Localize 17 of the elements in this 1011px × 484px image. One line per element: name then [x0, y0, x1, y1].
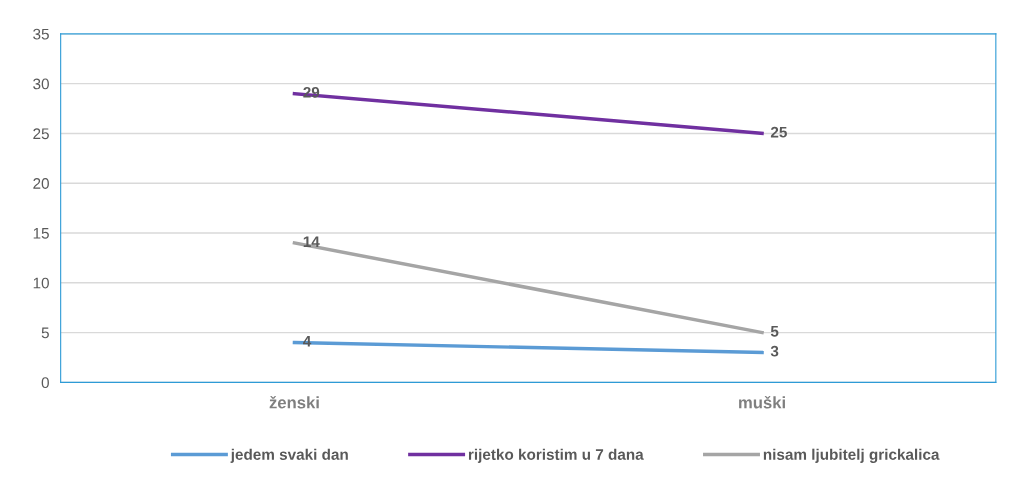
legend-label: jedem svaki dan — [230, 448, 348, 463]
y-tick-label: 35 — [33, 28, 49, 40]
x-tick-label: ženski — [269, 395, 319, 409]
legend-label: nisam ljubitelj grickalica — [763, 448, 940, 463]
y-tick-label: 15 — [33, 228, 49, 239]
data-label: 14 — [303, 236, 320, 247]
data-label: 25 — [770, 126, 787, 138]
y-tick-label: 30 — [33, 78, 49, 90]
x-tick-label: muški — [739, 395, 785, 409]
data-label: 3 — [770, 345, 779, 357]
data-label: 5 — [770, 326, 779, 337]
y-tick-label: 5 — [41, 327, 49, 339]
y-tick-label: 25 — [33, 128, 49, 140]
legend-label: rijetko koristim u 7 dana — [468, 448, 644, 463]
y-tick-label: 20 — [33, 178, 49, 189]
y-tick-label: 0 — [41, 377, 49, 389]
y-tick-label: 10 — [33, 277, 49, 289]
